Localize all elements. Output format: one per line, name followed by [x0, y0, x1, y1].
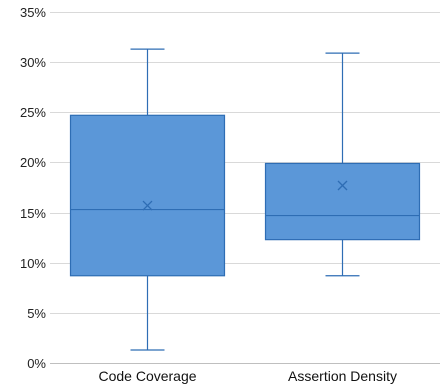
- y-tick-label: 15%: [20, 206, 46, 221]
- mean-marker: [337, 180, 348, 191]
- y-tick-label: 10%: [20, 256, 46, 271]
- box-group: [264, 52, 421, 277]
- box-group: [69, 48, 226, 351]
- y-axis-tick-labels: 0% 5% 10% 15% 20% 25% 30% 35%: [20, 5, 46, 371]
- box-series: [69, 48, 421, 351]
- x-category-label: Code Coverage: [98, 368, 196, 384]
- y-tick-label: 30%: [20, 55, 46, 70]
- x-category-label: Assertion Density: [288, 368, 397, 384]
- iqr-box: [69, 114, 226, 277]
- y-tick-label: 20%: [20, 155, 46, 170]
- mean-marker-stroke: [337, 180, 348, 191]
- y-tick-label: 0%: [27, 356, 46, 371]
- y-tick-label: 35%: [20, 5, 46, 20]
- iqr-box: [264, 162, 421, 241]
- y-tick-label: 25%: [20, 105, 46, 120]
- mean-marker: [142, 200, 153, 211]
- y-tick-label: 5%: [27, 306, 46, 321]
- mean-marker-stroke: [142, 200, 153, 211]
- x-axis-category-labels: Code Coverage Assertion Density: [98, 368, 397, 384]
